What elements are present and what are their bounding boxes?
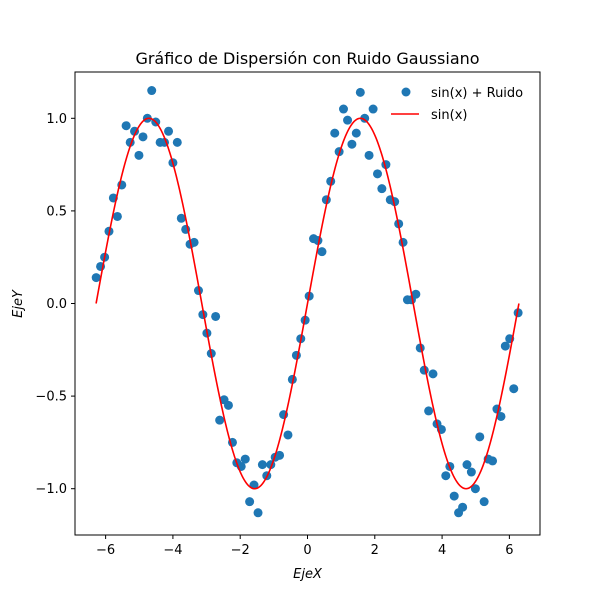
scatter-point [121, 121, 131, 131]
scatter-point [496, 411, 506, 421]
scatter-point [138, 132, 148, 142]
scatter-point [275, 450, 285, 460]
legend-scatter-label: sin(x) + Ruido [431, 86, 523, 101]
x-tick-label: −6 [96, 543, 115, 558]
scatter-point [343, 115, 353, 125]
scatter-point [215, 415, 225, 425]
x-axis-label: EjeX [293, 567, 323, 582]
legend-line-label: sin(x) [431, 108, 467, 123]
scatter-point [283, 430, 293, 440]
scatter-point [479, 497, 489, 507]
legend: sin(x) + Ruido sin(x) [391, 86, 523, 123]
scatter-point [147, 86, 157, 96]
scatter-point [360, 113, 370, 123]
scatter-point [411, 289, 421, 299]
plot-frame [74, 71, 541, 536]
legend-scatter-marker [401, 87, 411, 97]
x-tick-label: −2 [231, 543, 250, 558]
scatter-point [164, 126, 174, 136]
y-axis-label: EjeY [11, 289, 26, 318]
scatter-point [245, 497, 255, 507]
scatter-point [240, 454, 250, 464]
scatter-point [189, 237, 199, 247]
scatter-point [291, 350, 301, 360]
y-tick-label: 1.0 [46, 112, 67, 127]
x-tick-label: 0 [303, 543, 311, 558]
scatter-point [172, 137, 182, 147]
scatter-point [193, 286, 203, 296]
scatter-point [317, 247, 327, 257]
scatter-point [441, 471, 451, 481]
scatter-point [330, 128, 340, 138]
scatter-point [134, 150, 144, 160]
scatter-series [91, 86, 523, 518]
scatter-point [355, 87, 365, 97]
y-tick-label: −1.0 [35, 482, 67, 497]
x-axis: −6 −4 −2 0 2 4 6 [96, 535, 514, 558]
scatter-point [466, 467, 476, 477]
scatter-point [428, 369, 438, 379]
scatter-point [339, 104, 348, 114]
scatter-point [475, 432, 485, 442]
scatter-point [372, 169, 382, 179]
x-tick-label: 4 [438, 543, 446, 558]
scatter-point [424, 406, 434, 416]
chart-title: Gráfico de Dispersión con Ruido Gaussian… [135, 49, 479, 68]
scatter-point [377, 184, 387, 194]
scatter-point [513, 308, 523, 318]
y-tick-label: 0.0 [46, 297, 67, 312]
scatter-point [112, 211, 122, 221]
scatter-point [458, 502, 468, 512]
y-tick-label: −0.5 [35, 390, 67, 405]
scatter-point [470, 484, 480, 494]
scatter-point [287, 374, 297, 384]
scatter-point [176, 213, 186, 223]
scatter-point [257, 460, 267, 470]
x-tick-label: 6 [505, 543, 513, 558]
y-axis: −1.0 −0.5 0.0 0.5 1.0 [35, 112, 75, 497]
x-tick-label: −4 [163, 543, 182, 558]
scatter-point [509, 384, 519, 394]
x-tick-label: 2 [371, 543, 379, 558]
scatter-point [198, 310, 208, 320]
sin-line [95, 117, 520, 490]
scatter-point [364, 150, 374, 160]
y-tick-label: 0.5 [46, 204, 67, 219]
scatter-point [347, 139, 357, 149]
plot-area [91, 86, 523, 518]
scatter-point [449, 491, 459, 501]
scatter-point [211, 311, 221, 321]
scatter-point [351, 128, 361, 138]
scatter-point [488, 456, 498, 466]
scatter-point [462, 460, 472, 470]
scatter-point [368, 104, 378, 114]
scatter-point [223, 400, 233, 410]
scatter-point [500, 341, 510, 351]
scatter-point [91, 273, 101, 283]
scatter-point [253, 508, 263, 518]
